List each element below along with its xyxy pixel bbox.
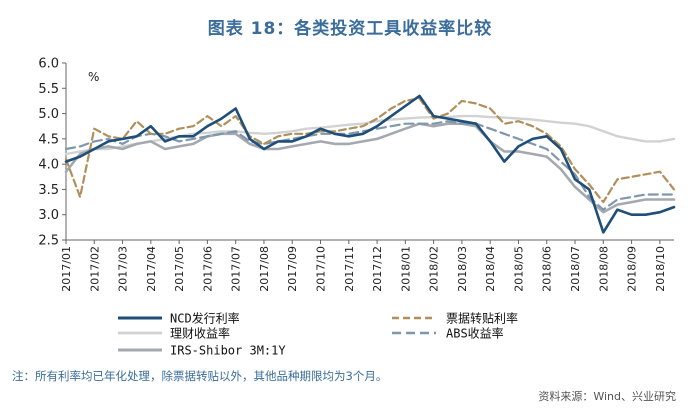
x-tick-label: 2017/08 (258, 246, 271, 292)
y-tick-label: 4.0 (38, 158, 59, 173)
y-tick-label: 5.5 (38, 82, 59, 97)
x-tick-label: 2018/06 (541, 246, 554, 292)
y-tick-label: 4.5 (38, 132, 59, 147)
x-tick-label: 2017/09 (286, 246, 299, 292)
x-tick-label: 2017/04 (145, 246, 158, 292)
x-tick-label: 2017/12 (371, 246, 384, 292)
legend-label: IRS-Shibor 3M:1Y (170, 344, 286, 358)
x-tick-label: 2018/02 (428, 246, 441, 292)
chart-footnote: 注：所有利率均已年化处理，除票据转贴以外，其他品种期限均为3个月。 (12, 369, 388, 383)
y-unit-label: % (88, 70, 99, 84)
chart-title: 图表 18：各类投资工具收益率比较 (207, 19, 493, 39)
legend-label: 理财收益率 (170, 326, 230, 341)
x-tick-label: 2018/01 (399, 246, 412, 292)
x-tick-label: 2017/10 (315, 246, 328, 292)
x-tick-label: 2017/02 (88, 246, 101, 292)
legend-label: 票据转贴利率 (446, 311, 518, 326)
series-line-4 (64, 122, 676, 214)
x-tick-label: 2017/06 (201, 246, 214, 292)
y-tick-label: 2.5 (38, 234, 59, 249)
x-tick-label: 2018/05 (512, 246, 525, 292)
y-tick-label: 5.0 (38, 107, 59, 122)
y-tick-label: 3.5 (38, 183, 59, 198)
legend-item: 理财收益率 (118, 326, 230, 341)
x-tick-label: 2017/07 (230, 246, 243, 292)
x-tick-label: 2018/10 (654, 246, 667, 292)
legend-item: NCD发行利率 (118, 311, 240, 326)
legend-item: 票据转贴利率 (392, 311, 518, 326)
legend-label: ABS收益率 (446, 326, 504, 341)
x-tick-label: 2018/08 (597, 246, 610, 292)
legend-item: IRS-Shibor 3M:1Y (118, 344, 286, 358)
x-tick-label: 2018/04 (484, 246, 497, 292)
x-tick-label: 2018/07 (569, 246, 582, 292)
x-tick-label: 2017/05 (173, 246, 186, 292)
y-tick-label: 6.0 (38, 57, 59, 72)
x-tick-label: 2018/03 (456, 246, 469, 292)
y-tick-label: 3.0 (38, 208, 59, 223)
series-line-0 (64, 94, 676, 234)
x-tick-label: 2017/01 (60, 246, 73, 292)
legend-item: ABS收益率 (392, 326, 504, 341)
x-tick-label: 2017/11 (343, 246, 356, 292)
series-line-1 (64, 97, 676, 204)
legend-label: NCD发行利率 (170, 311, 240, 326)
chart-source: 资料来源：Wind、兴业研究 (538, 390, 676, 403)
x-tick-label: 2018/09 (626, 246, 639, 292)
x-tick-label: 2017/03 (117, 246, 130, 292)
